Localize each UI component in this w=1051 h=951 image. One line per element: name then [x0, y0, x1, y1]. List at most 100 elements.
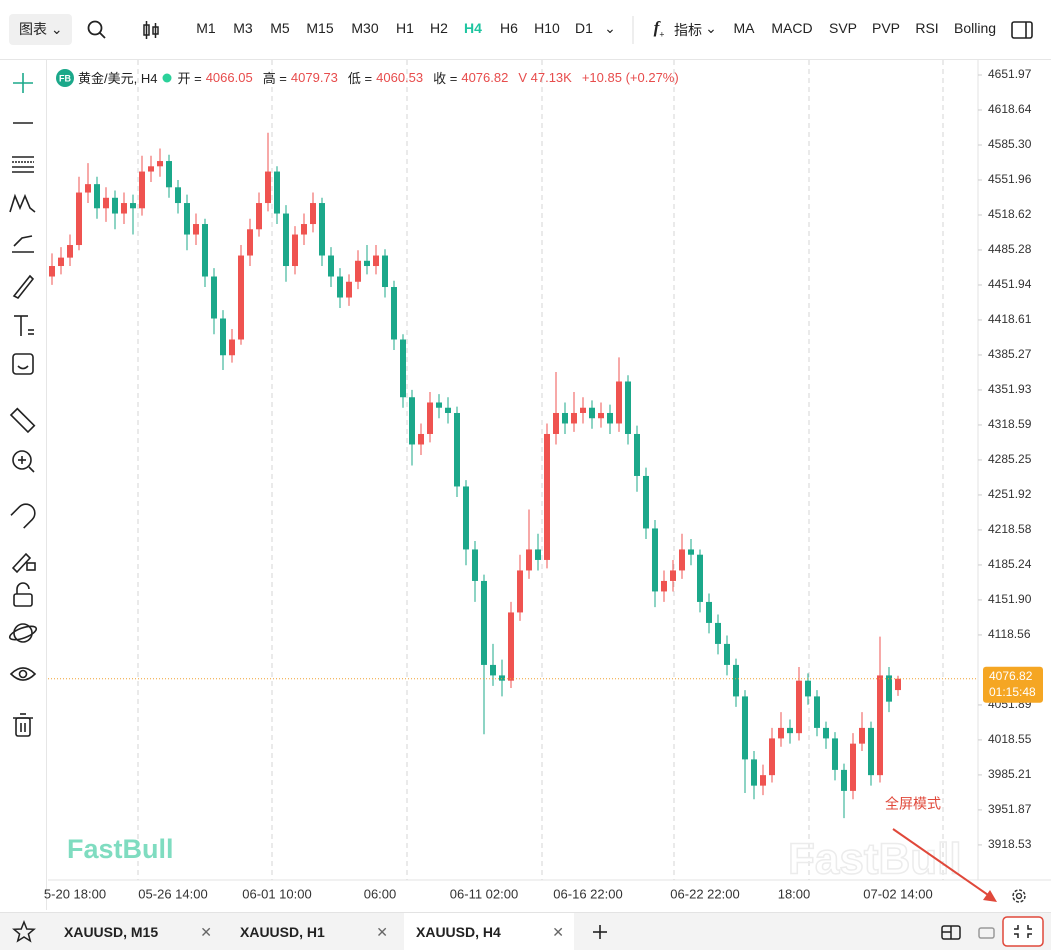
timeframe[interactable]: M15: [306, 20, 334, 36]
favorite-icon[interactable]: [12, 920, 36, 944]
candle-body: [553, 412, 559, 434]
tab-close[interactable]: ✕: [376, 924, 388, 940]
open-label: 开 =: [177, 71, 202, 86]
layers-tool[interactable]: [8, 623, 38, 643]
tab[interactable]: XAUUSD, M15 ✕: [52, 913, 222, 950]
candle-body: [472, 549, 478, 581]
candle-body: [742, 696, 748, 760]
annotation-arrow: [892, 828, 992, 898]
candle-body: [463, 486, 469, 550]
y-tick-label: 4018.55: [988, 732, 1032, 746]
y-tick-label: 4651.97: [988, 67, 1032, 81]
y-tick-label: 4585.30: [988, 137, 1032, 151]
lock-draw-tool[interactable]: [11, 552, 36, 574]
timeframe[interactable]: M5: [270, 20, 290, 36]
indicator[interactable]: MACD: [771, 20, 813, 36]
timeframe[interactable]: H6: [500, 20, 518, 36]
timeframe[interactable]: H4: [464, 20, 482, 36]
x-tick-label: 18:00: [778, 886, 811, 901]
emoji-tool[interactable]: [12, 353, 34, 375]
indicator[interactable]: Bolling: [953, 20, 997, 36]
text-tool[interactable]: [14, 315, 34, 336]
candle-body: [562, 412, 568, 424]
x-tick-label: 06-16 22:00: [553, 886, 622, 901]
delete-tool[interactable]: [13, 713, 33, 737]
crosshair-tool[interactable]: [13, 73, 33, 93]
candle-body: [427, 402, 433, 434]
low-label: 低 =: [347, 71, 373, 86]
tab-close[interactable]: ✕: [200, 924, 212, 940]
x-tick-label: 5-20 18:00: [44, 886, 106, 901]
pattern-tool[interactable]: [9, 193, 36, 213]
brush-tool[interactable]: [12, 274, 35, 300]
indicators-chevron[interactable]: ⌄: [705, 20, 717, 36]
indicator[interactable]: SVP: [828, 20, 858, 36]
timeframe[interactable]: D1: [575, 20, 593, 36]
x-tick-label: 06-22 22:00: [670, 886, 739, 901]
candle-body: [508, 612, 514, 681]
layout-icon[interactable]: [940, 922, 962, 942]
zoom-tool[interactable]: [12, 450, 35, 473]
y-tick-label: 4551.96: [988, 172, 1032, 186]
candle-body: [877, 675, 883, 776]
candle-body: [355, 260, 361, 282]
toolbar: 图表 ⌄ M1 M3 M5 M15 M30 H1 H2 H4 H6 H10 D1 ⌄ f+ 指标 ⌄ MA MA…: [0, 0, 1051, 60]
candle-body: [733, 664, 739, 697]
candle-type-icon[interactable]: [140, 19, 162, 41]
x-tick-label: 06-01 10:00: [242, 886, 311, 901]
indicator-icon[interactable]: f+: [653, 18, 665, 40]
indicator[interactable]: MA: [733, 20, 755, 36]
timeframe[interactable]: H2: [430, 20, 448, 36]
timeframe[interactable]: H10: [534, 20, 560, 36]
candle-body: [445, 407, 451, 413]
candle-body: [49, 266, 55, 277]
candle-body: [67, 245, 73, 258]
search-icon[interactable]: [86, 19, 108, 41]
annotation: 全屏模式: [885, 796, 941, 812]
lock-tool[interactable]: [13, 582, 33, 607]
candle-body: [769, 738, 775, 776]
channel-tool[interactable]: [12, 156, 34, 173]
candle-body: [202, 224, 208, 277]
candle-body: [220, 318, 226, 356]
y-tick-label: 4185.24: [988, 557, 1032, 571]
indicators-menu[interactable]: 指标: [674, 22, 702, 38]
indicator[interactable]: RSI: [915, 20, 939, 36]
fullscreen-exit[interactable]: [1002, 916, 1044, 947]
candle-body: [823, 727, 829, 739]
y-tick-label: 4485.28: [988, 242, 1032, 256]
ruler-tool[interactable]: [9, 407, 36, 434]
chart-menu[interactable]: 图表 ⌄: [9, 14, 72, 45]
timeframe[interactable]: M30: [351, 20, 379, 36]
y-tick-label: 4451.94: [988, 277, 1032, 291]
y-tick-label: 4318.59: [988, 417, 1032, 431]
tab[interactable]: XAUUSD, H4 ✕: [404, 913, 574, 950]
candle-body: [517, 570, 523, 613]
add-tab[interactable]: [590, 922, 610, 942]
timeframe[interactable]: H1: [396, 20, 414, 36]
candle-body: [274, 171, 280, 214]
timeframe[interactable]: M1: [196, 20, 216, 36]
panel-icon[interactable]: [1010, 19, 1034, 41]
timeframe-more[interactable]: ⌄: [604, 20, 616, 36]
candle-body: [598, 412, 604, 419]
candle-body: [697, 554, 703, 602]
indicator[interactable]: PVP: [871, 20, 901, 36]
timeframe[interactable]: M3: [233, 20, 253, 36]
settings-icon[interactable]: [1012, 889, 1026, 903]
volume: V 47.13K: [518, 70, 572, 85]
projection-tool[interactable]: [12, 235, 34, 253]
visibility-tool[interactable]: [9, 667, 37, 681]
countdown: 01:15:48: [989, 685, 1036, 699]
candle-body: [310, 203, 316, 225]
low-value: 4060.53: [376, 70, 424, 85]
candle-body: [130, 203, 136, 209]
magnet-tool[interactable]: [10, 500, 39, 529]
tab-close[interactable]: ✕: [552, 924, 564, 940]
tab[interactable]: XAUUSD, H1 ✕: [228, 913, 398, 950]
candle-body: [679, 549, 685, 571]
y-tick-label: 4618.64: [988, 102, 1032, 116]
status-dot: [162, 73, 172, 82]
window-icon[interactable]: [976, 922, 998, 942]
candle-body: [661, 580, 667, 592]
